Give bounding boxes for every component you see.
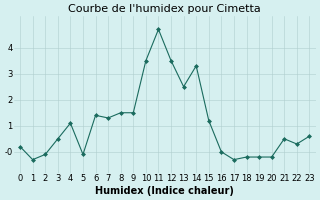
Title: Courbe de l'humidex pour Cimetta: Courbe de l'humidex pour Cimetta <box>68 4 261 14</box>
X-axis label: Humidex (Indice chaleur): Humidex (Indice chaleur) <box>95 186 234 196</box>
